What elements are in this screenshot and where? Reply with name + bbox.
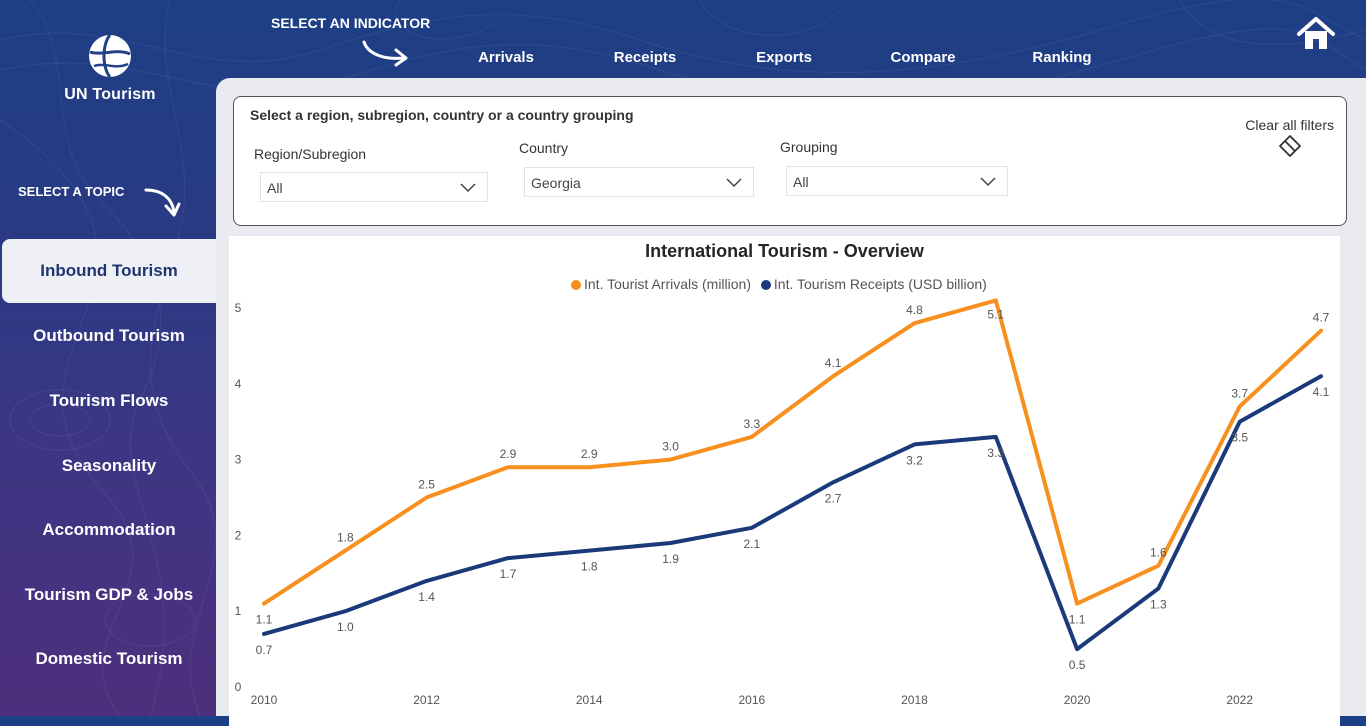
region-dropdown[interactable]: All: [260, 172, 488, 202]
data-label-receipts: 3.2: [906, 453, 923, 467]
sidebar-item-seasonality[interactable]: Seasonality: [61, 456, 157, 475]
clear-all-filters-label: Clear all filters: [1245, 117, 1334, 133]
main-panel: Select a region, subregion, country or a…: [216, 78, 1366, 726]
sidebar-item-outbound-tourism[interactable]: Outbound Tourism: [33, 326, 185, 345]
select-indicator-label: SELECT AN INDICATOR: [271, 15, 431, 31]
nav-arrivals[interactable]: Arrivals: [478, 49, 534, 66]
region-dropdown-value: All: [267, 180, 283, 196]
y-tick-label: 5: [235, 301, 242, 315]
country-dropdown[interactable]: Georgia: [524, 167, 754, 197]
series-line-arrivals: [262, 298, 1323, 606]
data-label-receipts: 2.1: [744, 537, 761, 551]
data-label-arrivals: 1.6: [1150, 546, 1167, 560]
curved-arrow-icon: [362, 40, 408, 67]
chevron-down-icon: [460, 183, 476, 193]
data-label-receipts: 1.9: [662, 552, 679, 566]
home-icon: [1297, 17, 1335, 49]
data-label-receipts: 1.7: [500, 567, 517, 581]
line-chart: 0 1 2 3 4 5 2010 2012 2014 2016 2018 2020 2022 1.1 1.8…: [235, 298, 1330, 707]
chevron-down-icon: [726, 178, 742, 188]
x-tick-label: 2012: [413, 693, 440, 707]
chevron-down-icon: [980, 177, 996, 187]
grouping-dropdown-value: All: [793, 174, 809, 190]
grouping-label: Grouping: [780, 139, 838, 155]
sidebar-item-accommodation[interactable]: Accommodation: [42, 520, 176, 539]
data-label-arrivals: 2.9: [500, 447, 517, 461]
data-label-arrivals: 3.0: [662, 440, 679, 454]
y-tick-label: 3: [235, 453, 242, 467]
sidebar-item-tourism-gdp-jobs[interactable]: Tourism GDP & Jobs: [24, 585, 194, 604]
nav-exports[interactable]: Exports: [756, 49, 812, 66]
brand-name: UN Tourism: [64, 86, 156, 103]
x-tick-label: 2016: [738, 693, 765, 707]
filter-panel-title: Select a region, subregion, country or a…: [250, 107, 634, 123]
filter-panel: Select a region, subregion, country or a…: [233, 96, 1347, 226]
data-label-arrivals: 4.1: [825, 356, 842, 370]
chart-title: International Tourism - Overview: [645, 241, 924, 261]
data-label-arrivals: 3.7: [1231, 387, 1248, 401]
data-label-arrivals: 5.1: [987, 307, 1004, 321]
sidebar-item-inbound-tourism[interactable]: Inbound Tourism: [2, 239, 216, 303]
legend-item-arrivals[interactable]: Int. Tourist Arrivals (million): [571, 276, 751, 292]
x-tick-label: 2018: [901, 693, 928, 707]
data-label-receipts: 0.7: [256, 643, 273, 657]
sidebar-item-tourism-flows[interactable]: Tourism Flows: [49, 391, 169, 410]
y-tick-label: 2: [235, 528, 242, 542]
curved-arrow-down-icon: [144, 188, 181, 217]
y-tick-label: 0: [235, 680, 242, 694]
data-label-receipts: 4.1: [1313, 385, 1330, 399]
home-button[interactable]: [1296, 16, 1336, 52]
chart-legend: Int. Tourist Arrivals (million) Int. Tou…: [571, 276, 993, 292]
region-label: Region/Subregion: [254, 146, 367, 162]
series-line-receipts: [262, 374, 1323, 652]
brand-logo: UN Tourism: [62, 34, 158, 104]
legend-item-receipts[interactable]: Int. Tourism Receipts (USD billion): [760, 276, 987, 292]
legend-label-arrivals: Int. Tourist Arrivals (million): [584, 276, 752, 292]
data-label-arrivals: 1.1: [256, 613, 273, 627]
data-label-arrivals: 1.8: [337, 531, 354, 545]
clear-all-filters-button[interactable]: Clear all filters: [1245, 117, 1334, 162]
legend-marker-receipts: [760, 280, 771, 290]
data-label-receipts: 1.8: [581, 560, 598, 574]
y-tick-label: 4: [235, 377, 242, 391]
y-tick-label: 1: [235, 604, 242, 618]
nav-ranking[interactable]: Ranking: [1032, 49, 1092, 66]
data-label-receipts: 3.3: [987, 446, 1004, 460]
data-label-arrivals: 2.5: [418, 478, 435, 492]
data-label-arrivals: 4.8: [906, 303, 923, 317]
x-tick-label: 2022: [1226, 693, 1253, 707]
grouping-dropdown[interactable]: All: [786, 166, 1008, 196]
data-label-receipts: 3.5: [1231, 431, 1248, 445]
data-label-arrivals: 2.9: [581, 447, 598, 461]
select-topic-label: SELECT A TOPIC: [18, 184, 125, 199]
data-label-arrivals: 4.7: [1313, 311, 1330, 325]
legend-label-receipts: Int. Tourism Receipts (USD billion): [773, 276, 987, 292]
sidebar-item-domestic-tourism[interactable]: Domestic Tourism: [35, 649, 183, 668]
data-label-receipts: 2.7: [825, 491, 842, 505]
country-label: Country: [519, 140, 569, 156]
chart-card: International Tourism - Overview Int. To…: [229, 236, 1340, 726]
x-tick-label: 2010: [251, 693, 278, 707]
nav-compare[interactable]: Compare: [890, 49, 956, 66]
nav-receipts[interactable]: Receipts: [613, 49, 677, 66]
x-tick-label: 2020: [1064, 693, 1091, 707]
x-tick-label: 2014: [576, 693, 603, 707]
data-label-receipts: 1.3: [1150, 597, 1167, 611]
data-label-receipts: 1.0: [337, 620, 354, 634]
legend-marker-arrivals: [571, 280, 581, 290]
un-tourism-logo-icon: [88, 34, 132, 78]
data-label-arrivals: 1.1: [1069, 613, 1086, 627]
eraser-icon: [1278, 135, 1301, 157]
data-label-receipts: 0.5: [1069, 658, 1086, 672]
data-label-receipts: 1.4: [418, 590, 435, 604]
data-label-arrivals: 3.3: [744, 417, 761, 431]
country-dropdown-value: Georgia: [531, 175, 581, 191]
